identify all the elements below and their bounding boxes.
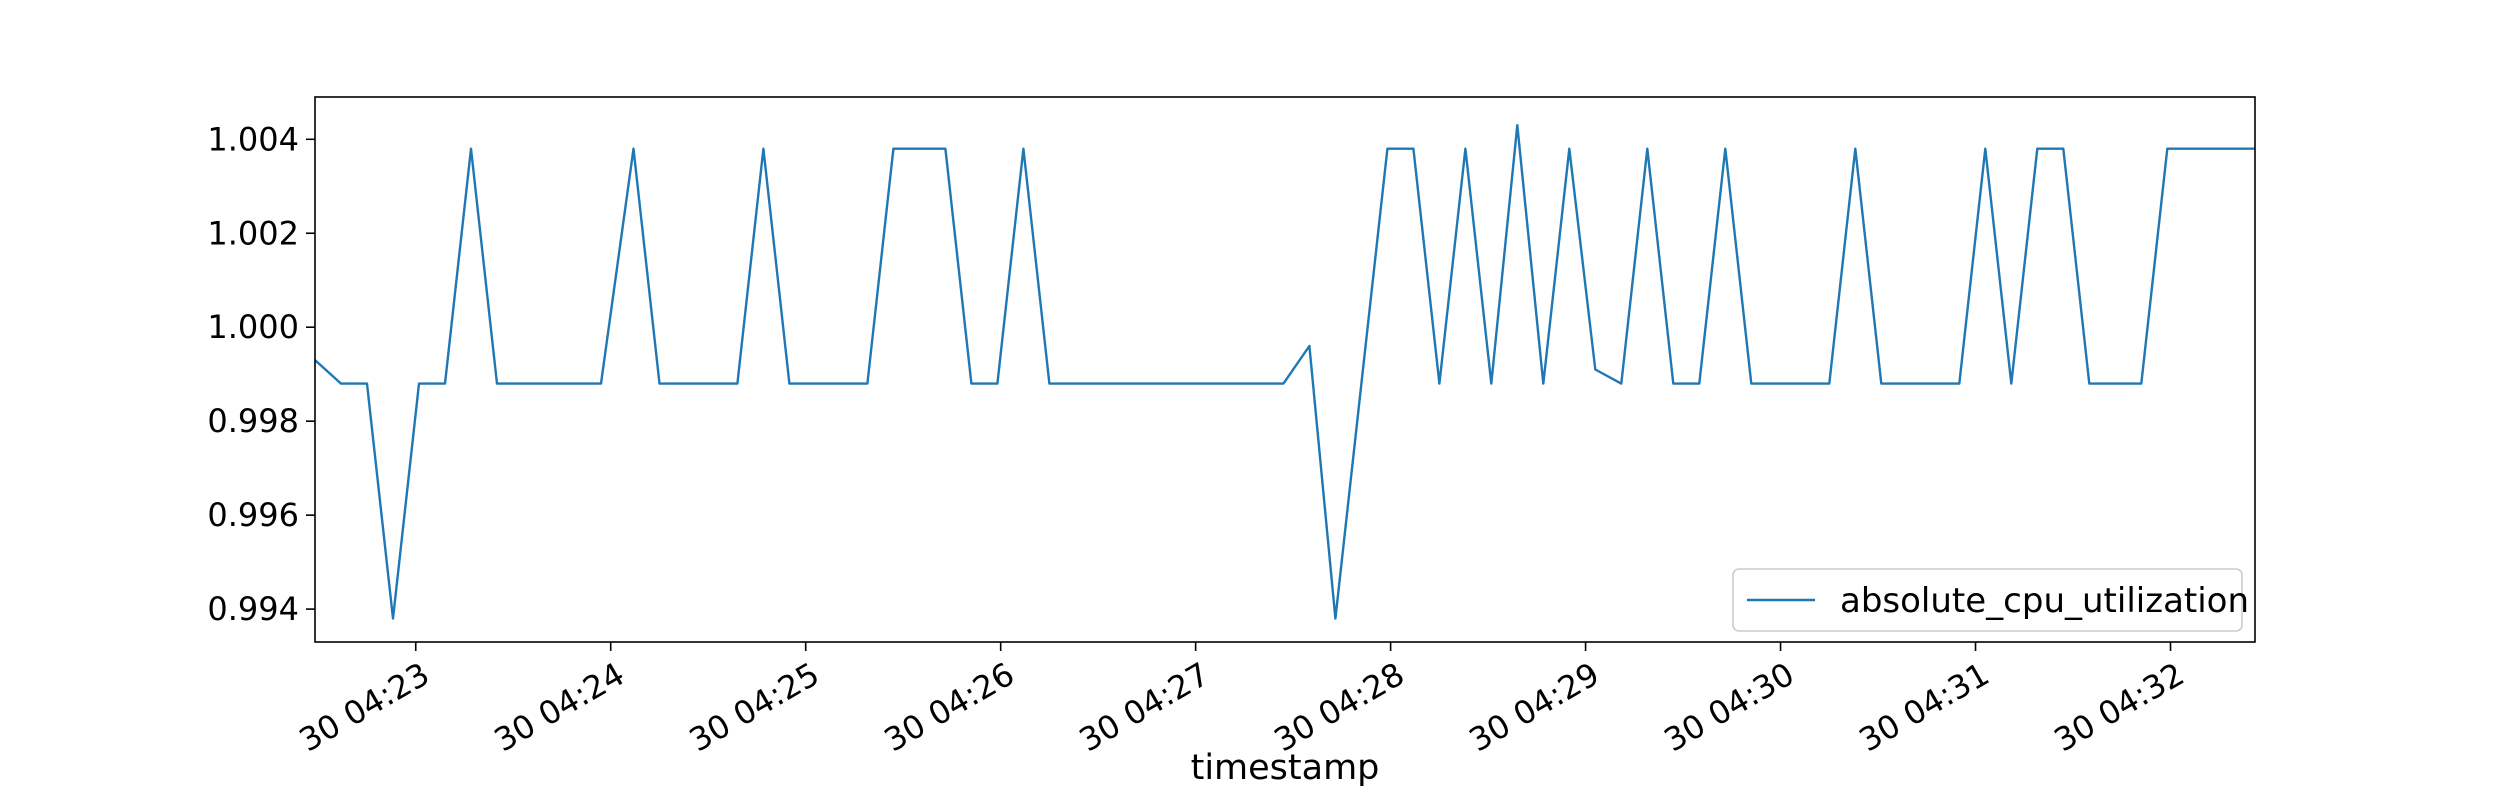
plot-frame: [314, 96, 2256, 643]
series-line-0: [314, 123, 2255, 620]
y-tick-label: 1.004: [207, 120, 299, 158]
y-tick-label: 0.994: [207, 590, 299, 628]
legend-label: absolute_cpu_utilization: [1840, 581, 2249, 621]
legend-box: [1732, 568, 2243, 632]
x-tick-label: 30 04:30: [1658, 655, 1801, 759]
x-tick-label: 30 04:29: [1463, 655, 1606, 759]
x-tick-label: 30 04:24: [488, 655, 631, 759]
y-tick-label: 1.000: [207, 308, 299, 346]
x-tick-label: 30 04:26: [878, 655, 1021, 759]
y-tick-label: 0.996: [207, 496, 299, 534]
y-axis-ticks: 0.994 0.996 0.998 1.000 1.002 1.004: [207, 120, 315, 628]
x-tick-label: 30 04:31: [1853, 655, 1996, 759]
x-tick-label: 30 04:32: [2048, 655, 2191, 759]
x-tick-label: 30 04:23: [293, 655, 436, 759]
y-tick-label: 1.002: [207, 214, 299, 252]
legend: absolute_cpu_utilization: [1732, 568, 2249, 632]
y-tick-label: 0.998: [207, 402, 299, 440]
x-tick-label: 30 04:27: [1073, 655, 1216, 759]
x-tick-label: 30 04:25: [683, 655, 826, 759]
x-axis-ticks: 30 04:23 30 04:24 30 04:25 30 04:26 30 04:27…: [293, 642, 2191, 759]
plot-layer: [314, 123, 2255, 620]
x-axis-label: timestamp: [1191, 748, 1380, 788]
x-tick-label: 30 04:28: [1268, 655, 1411, 759]
